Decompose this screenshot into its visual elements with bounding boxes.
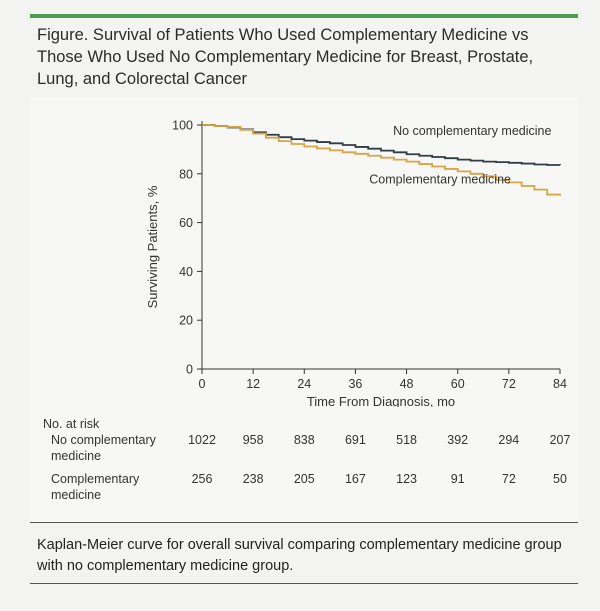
accent-rule xyxy=(30,14,578,18)
x-tick-label: 12 xyxy=(246,377,260,391)
at-risk-value: 167 xyxy=(344,472,366,486)
at-risk-value: 91 xyxy=(450,472,465,486)
figure-caption: Kaplan-Meier curve for overall survival … xyxy=(37,537,562,574)
y-tick-label: 40 xyxy=(179,265,193,279)
km-chart: 0 20 40 60 80 100 0 12 24 36 48 60 72 84 Time From Dia… xyxy=(145,119,567,410)
figure-title: Figure. Survival of Patients Who Used Co… xyxy=(37,26,534,88)
y-tick-label: 100 xyxy=(172,119,193,133)
x-axis-title: Time From Diagnosis, mo xyxy=(307,394,455,407)
at-risk-value: 958 xyxy=(242,433,264,447)
at-risk-value: 294 xyxy=(498,433,520,447)
at-risk-heading: No. at risk xyxy=(43,417,100,431)
at-risk-value: 207 xyxy=(549,433,571,447)
x-tick-label: 36 xyxy=(348,377,362,391)
caption-bottom-divider xyxy=(30,583,578,584)
at-risk-value: 691 xyxy=(344,433,366,447)
x-tick-label: 72 xyxy=(502,377,516,391)
at-risk-value: 205 xyxy=(293,472,315,486)
at-risk-row-label: medicine xyxy=(51,449,102,463)
x-tick-label: 0 xyxy=(199,377,206,391)
x-tick-label: 60 xyxy=(451,377,465,391)
at-risk-value: 50 xyxy=(553,472,567,486)
y-tick-label: 60 xyxy=(179,216,193,230)
at-risk-row-label: No complementary xyxy=(51,433,156,447)
y-tick-label: 20 xyxy=(179,314,193,328)
at-risk-value: 1022 xyxy=(188,433,216,447)
at-risk-row-label: medicine xyxy=(51,488,102,502)
annotation-complementary: Complementary medicine xyxy=(369,173,511,187)
series-line-complementary xyxy=(202,124,561,196)
y-axis-title: Surviving Patients, % xyxy=(145,185,160,308)
at-risk-value: 518 xyxy=(396,433,417,447)
at-risk-value: 123 xyxy=(396,472,417,486)
y-tick-label: 0 xyxy=(186,363,193,377)
at-risk-value: 256 xyxy=(191,472,213,486)
y-tick-label: 80 xyxy=(179,167,193,181)
at-risk-value: 72 xyxy=(501,472,516,486)
at-risk-row-label: Complementary xyxy=(51,472,140,486)
caption-top-divider xyxy=(30,522,578,523)
x-tick-label: 24 xyxy=(297,377,311,391)
at-risk-value: 838 xyxy=(293,433,315,447)
chart-panel: 0 20 40 60 80 100 0 12 24 36 48 60 72 84 Time From Dia… xyxy=(30,97,578,522)
at-risk-value: 392 xyxy=(447,433,469,447)
x-tick-label: 48 xyxy=(400,377,414,391)
annotation-no-complementary: No complementary medicine xyxy=(393,124,551,138)
at-risk-value: 238 xyxy=(242,472,264,486)
x-tick-label: 84 xyxy=(553,377,567,391)
